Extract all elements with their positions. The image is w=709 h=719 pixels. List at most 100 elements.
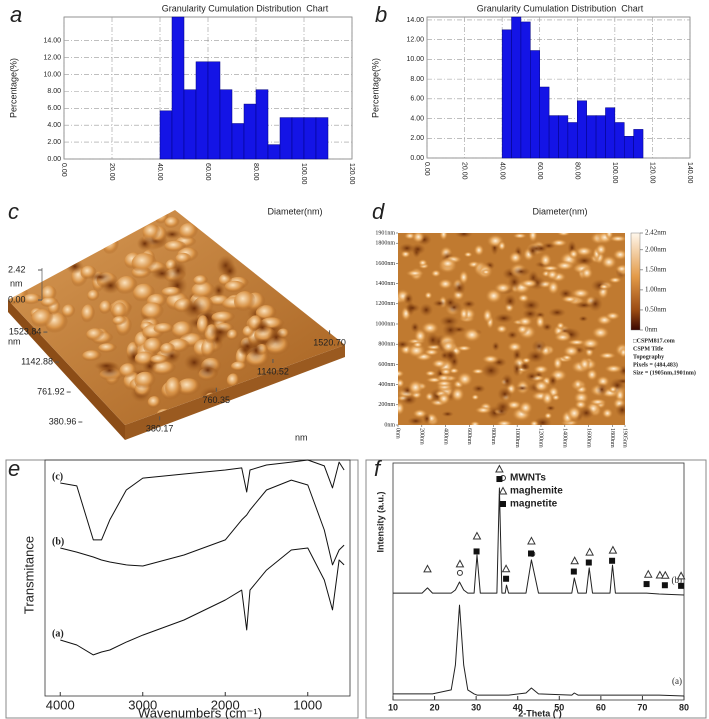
afm-grain	[423, 348, 440, 356]
y-tick-label: 2.00	[47, 139, 61, 146]
x-tick-label: 60.00	[204, 163, 211, 181]
surface-bump	[266, 327, 286, 348]
peak-marker	[528, 550, 535, 557]
afm-grain	[473, 243, 485, 257]
afm-grain	[426, 332, 440, 348]
afm-grain	[608, 276, 622, 284]
y-tick-label: 12.00	[406, 37, 424, 44]
x-tick-label: 200nm	[418, 428, 424, 445]
afm-grain	[471, 384, 486, 394]
y-tick-label: 8.00	[47, 88, 61, 95]
y-tick-label: 1901nm	[375, 230, 395, 236]
surface-bump	[82, 350, 103, 362]
bar	[624, 136, 634, 159]
afm-grain	[545, 404, 556, 412]
panel-letter: d	[372, 199, 385, 224]
surface-side	[8, 300, 125, 440]
y-tick-label: 1200nm	[375, 301, 395, 307]
bar	[195, 61, 209, 160]
surface-texture	[8, 210, 291, 425]
bar	[183, 89, 197, 160]
afm-grain	[480, 268, 492, 276]
afm-grain	[591, 326, 610, 340]
afm-grain	[400, 394, 418, 406]
afm-grain	[596, 382, 608, 397]
afm-grain	[506, 330, 519, 340]
image-info: □CSPM817.com	[633, 338, 675, 344]
surface-bump	[22, 293, 43, 306]
peak-marker	[570, 568, 577, 575]
series-line	[393, 604, 685, 697]
surface-bump	[102, 236, 120, 256]
afm-grain	[450, 386, 465, 402]
panel-letter: c	[8, 199, 19, 224]
bar	[171, 16, 185, 160]
afm-grain	[495, 419, 513, 425]
plot-frame	[392, 462, 685, 701]
surface-bump	[80, 265, 97, 281]
surface-bump	[81, 304, 96, 324]
afm-grain	[519, 361, 531, 370]
y-tick-label: 800nm	[378, 342, 395, 348]
x-tick-label: 10	[388, 702, 398, 712]
afm-grain	[455, 233, 473, 239]
x-tick-label: 1000nm	[514, 428, 520, 448]
x-tick-label: 70	[637, 702, 647, 712]
afm-grain	[398, 369, 405, 378]
y-axis-label: Transmitance	[21, 536, 36, 614]
x-tick-label: 100.00	[300, 163, 307, 185]
afm-grain	[463, 251, 473, 258]
x-tick-label: 1905nm	[622, 428, 628, 448]
x-tick-label: 40.00	[498, 162, 505, 180]
afm-grain	[556, 233, 571, 237]
x-tick-label: 1200nm	[538, 428, 544, 448]
afm-grain	[495, 324, 508, 334]
surface-bump	[191, 281, 216, 301]
afm-grain	[511, 266, 531, 277]
y-tick-label: 200nm	[378, 402, 395, 408]
afm-grain	[587, 295, 603, 312]
bar	[614, 122, 625, 159]
afm-grain	[503, 294, 517, 309]
x-tick-label: 3000	[128, 697, 157, 712]
panel-letter: e	[8, 456, 20, 481]
bar	[255, 89, 269, 160]
surface-bump	[151, 266, 174, 281]
surface-bump	[253, 320, 272, 335]
afm-grain	[615, 378, 625, 385]
peak-marker	[676, 571, 686, 580]
afm-grain	[533, 379, 550, 393]
surface-bump	[212, 283, 225, 298]
afm-grain	[550, 238, 568, 247]
x-tick-label: 60.00	[536, 162, 543, 180]
afm-grain	[412, 341, 424, 349]
x-tick-label: 80.00	[573, 162, 580, 180]
surface-bump	[193, 275, 209, 287]
bar	[558, 115, 569, 159]
afm-grain	[411, 233, 425, 244]
x-tick-label: 120.00	[348, 163, 355, 185]
x-tick-label: 1520.70	[313, 338, 346, 348]
peak-marker	[585, 547, 594, 556]
x-tick-label: 40.00	[156, 163, 163, 181]
chart-title: Granularity Cumulation Distribution Char…	[477, 3, 644, 13]
series-line	[60, 479, 345, 567]
y-axis-label: Percentage(%)	[370, 58, 380, 118]
y-tick-label: 1142.88	[21, 356, 53, 366]
y-tick-label: 8.00	[410, 76, 424, 83]
afm-grain	[529, 420, 539, 425]
x-tick-label: 40	[513, 702, 523, 712]
afm-grain	[491, 341, 500, 352]
surface-bump	[66, 258, 84, 275]
surface-bump	[99, 300, 113, 315]
surface-bump	[134, 351, 155, 367]
surface-bump	[160, 342, 176, 356]
y-tick-label: 4.00	[47, 122, 61, 129]
peak-marker	[655, 570, 665, 579]
afm-grain	[493, 282, 513, 294]
afm-grain	[403, 292, 414, 305]
surface-bump	[40, 297, 59, 308]
peak-marker	[496, 476, 503, 483]
x-tick-label: 100.00	[611, 162, 618, 184]
